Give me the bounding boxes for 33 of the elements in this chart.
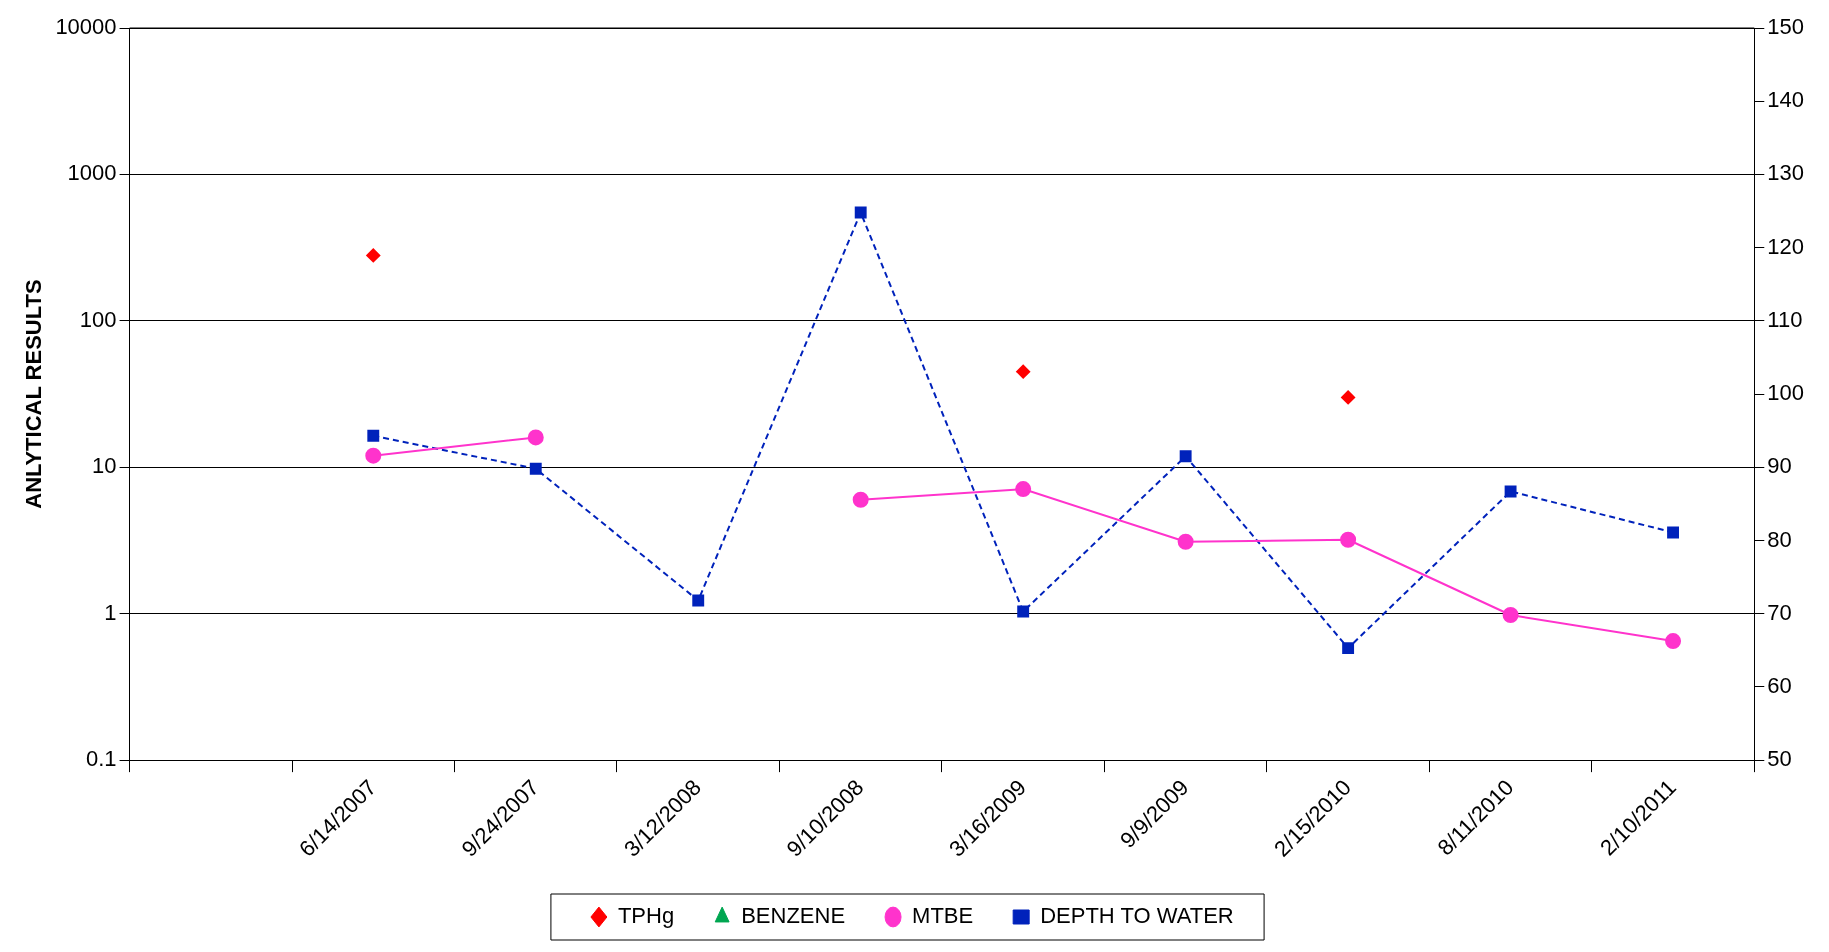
y-tick-label: 10 (92, 453, 117, 479)
y-tick-label: 0.1 (85, 746, 117, 772)
y-tick-label: 100 (79, 306, 117, 332)
y2-tick-label: 60 (1767, 672, 1792, 698)
y2-tick-label: 120 (1767, 233, 1805, 259)
point (1341, 390, 1356, 405)
y2-tick-label: 110 (1767, 306, 1803, 332)
point (1665, 633, 1682, 650)
y-axis-title: ANLYTICAL RESULTS (21, 279, 47, 509)
legend-label: MTBE (912, 903, 974, 929)
point (1177, 533, 1194, 550)
point (1016, 364, 1031, 379)
y2-tick-label: 140 (1767, 87, 1805, 113)
legend-label: DEPTH TO WATER (1040, 903, 1234, 929)
y2-tick-label: 130 (1767, 160, 1805, 186)
y2-tick-label: 150 (1767, 14, 1805, 40)
y2-tick-label: 100 (1767, 380, 1805, 406)
y-tick-label: 1 (104, 599, 117, 625)
y2-tick-label: 90 (1767, 453, 1792, 479)
y2-tick-label: 70 (1767, 599, 1792, 625)
point (1340, 531, 1357, 548)
point (365, 447, 382, 464)
point (366, 248, 381, 263)
y2-tick-label: 50 (1767, 746, 1792, 772)
y-tick-label: 1000 (67, 160, 117, 186)
legend-label: TPHg (617, 903, 675, 929)
point (1015, 481, 1032, 498)
point (852, 491, 869, 508)
point (527, 429, 544, 446)
y-tick-label: 10000 (55, 14, 117, 40)
y2-tick-label: 80 (1767, 526, 1792, 552)
legend-label: BENZENE (741, 903, 846, 929)
point (1502, 606, 1519, 623)
